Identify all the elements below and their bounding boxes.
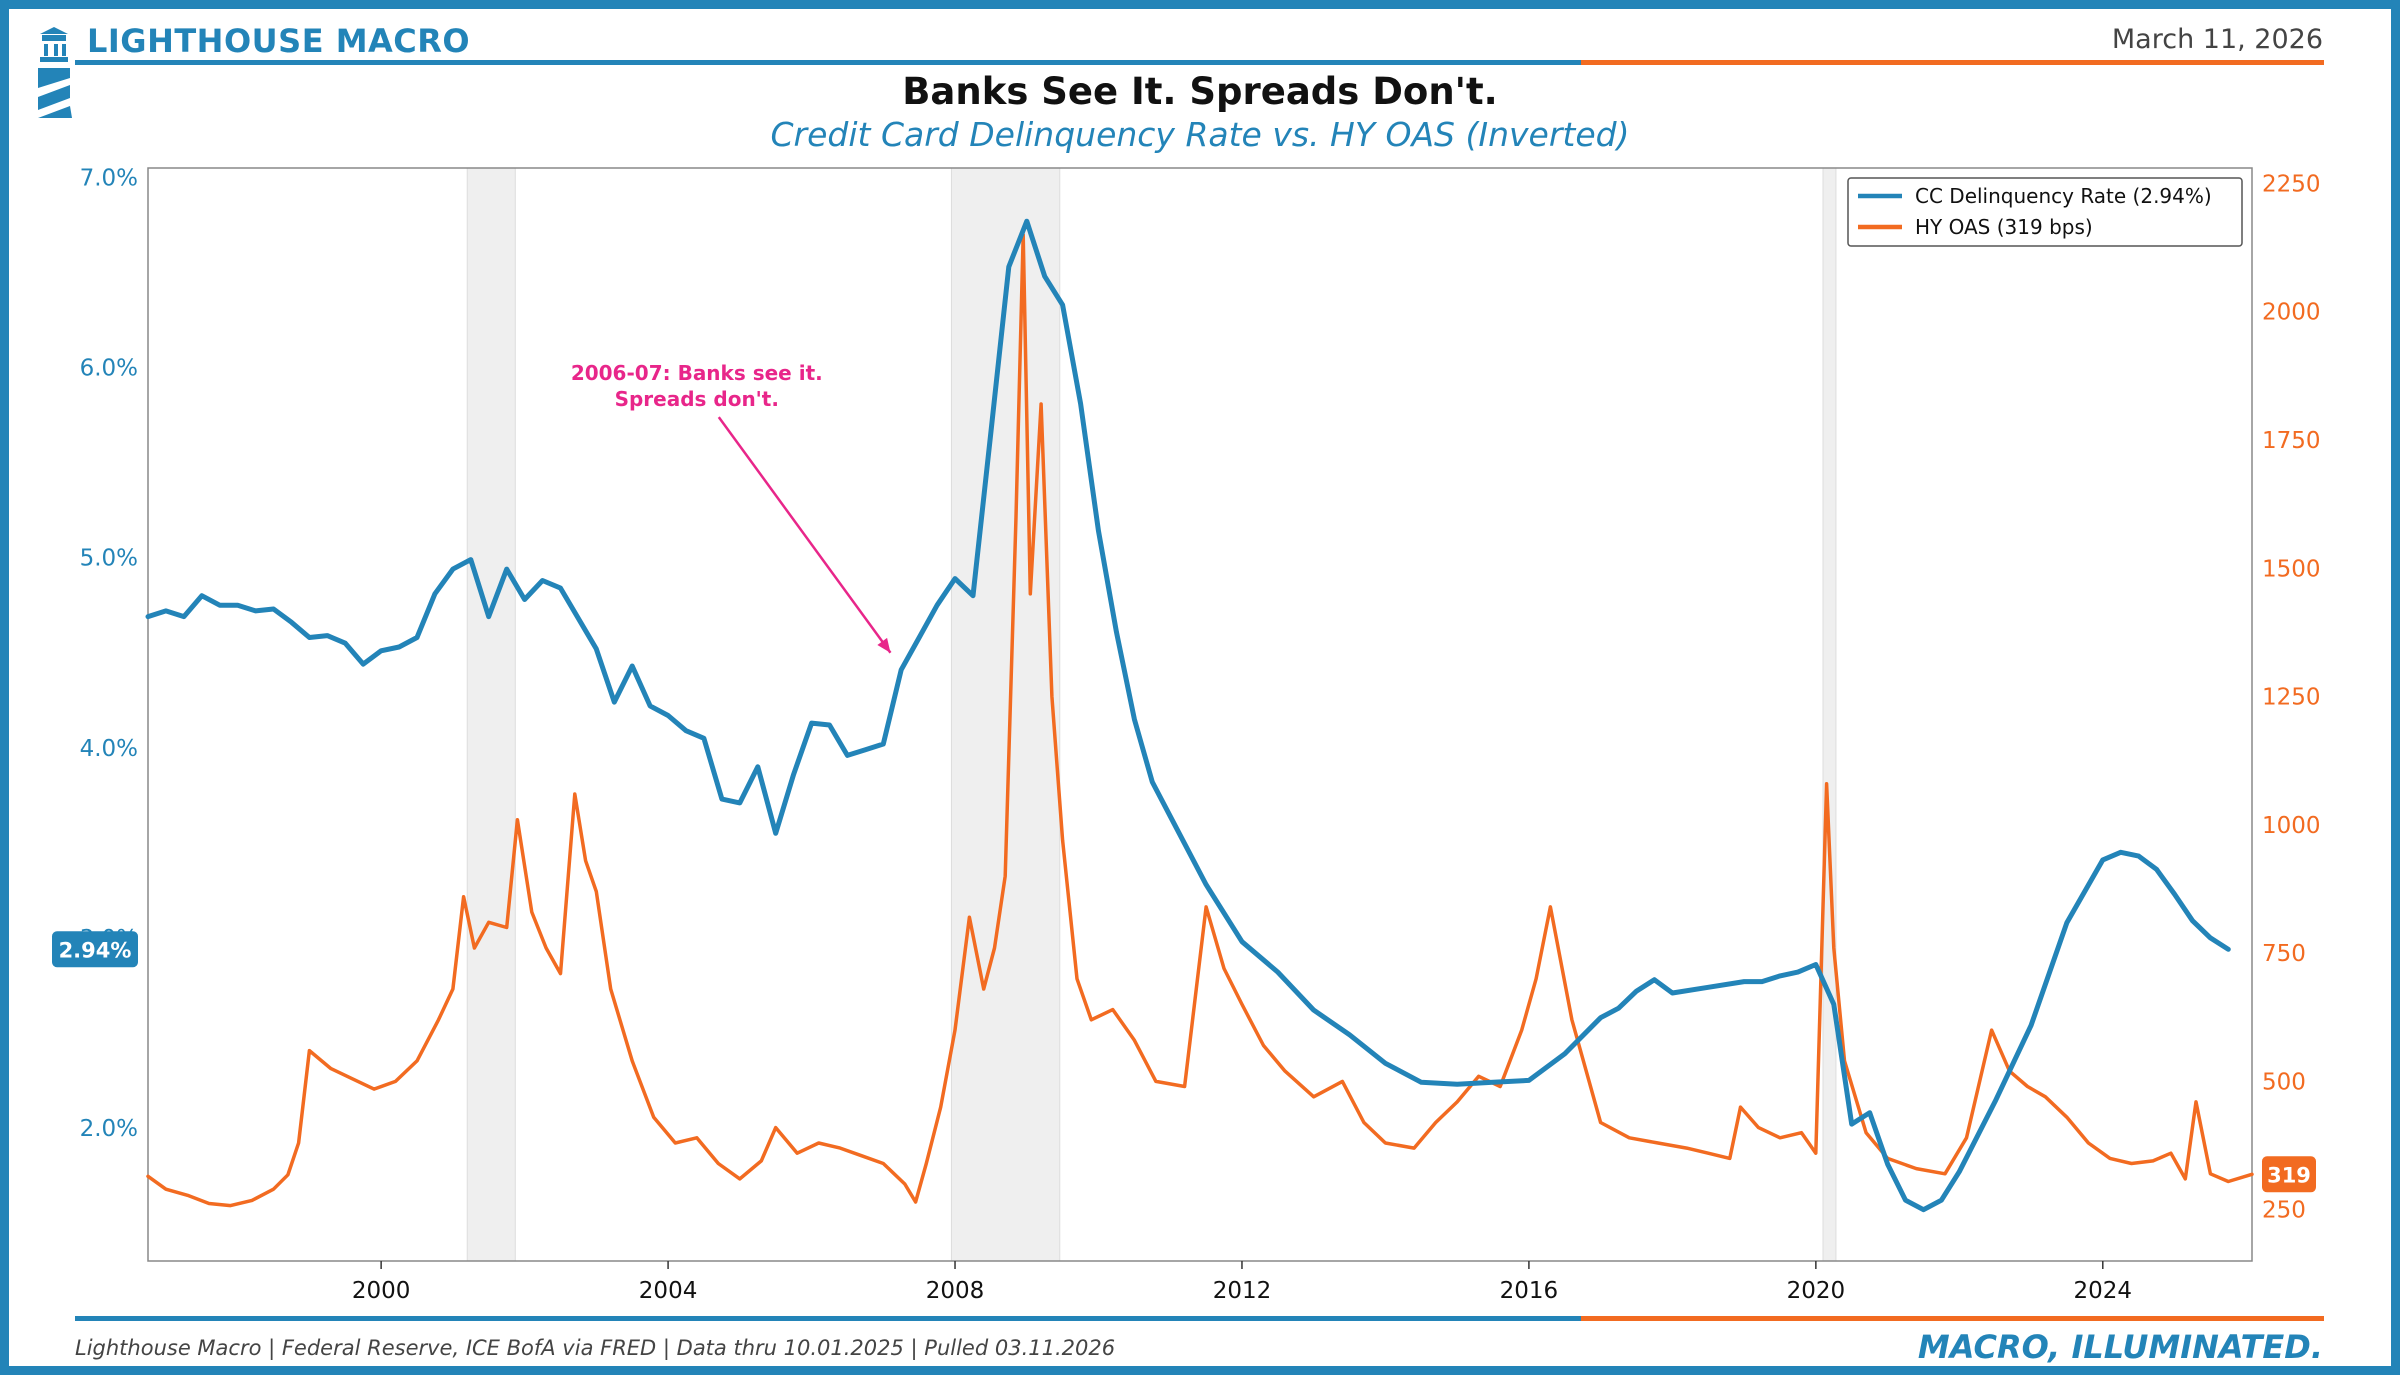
chart-title: Banks See It. Spreads Don't. (902, 70, 1498, 113)
legend-box (1847, 177, 2243, 247)
y-left-tick-label-2: 4.0% (80, 736, 138, 762)
y-right-tick-label-7: 2000 (2262, 300, 2321, 326)
x-tick-label-2024: 2024 (2074, 1278, 2133, 1304)
recession-band-2 (1822, 167, 1837, 1262)
y-left-tick-label-0: 2.0% (80, 1116, 138, 1142)
header-date: March 11, 2026 (2111, 24, 2323, 55)
latest-badge-left (52, 931, 138, 968)
latest-badge-right (2262, 1156, 2316, 1193)
legend-entry-1: HY OAS (319 bps) (1915, 215, 2093, 239)
x-tick-label-2000: 2000 (352, 1278, 411, 1304)
annotation-arrow-line (717, 416, 892, 654)
brand-name: LIGHTHOUSE MACRO (87, 22, 471, 60)
latest-badge-left-label: 2.94% (59, 938, 132, 962)
footer-rule-blue (75, 1316, 1581, 1321)
latest-badge-right-label: 319 (2267, 1163, 2311, 1187)
y-left-tick-label-4: 6.0% (80, 356, 138, 382)
recession-band-0 (466, 167, 516, 1262)
x-tick-label-2012: 2012 (1213, 1278, 1272, 1304)
annotation-arrow-head (877, 637, 891, 653)
y-right-tick-label-3: 1000 (2262, 813, 2321, 839)
x-tick-label-2004: 2004 (639, 1278, 698, 1304)
header-rule-blue (75, 60, 1581, 65)
y-right-tick-label-5: 1500 (2262, 556, 2321, 582)
recession-band-1 (950, 167, 1061, 1262)
y-right-tick-label-2: 750 (2262, 941, 2306, 967)
source-note: Lighthouse Macro | Federal Reserve, ICE … (75, 1336, 1116, 1360)
y-left-tick-label-3: 5.0% (80, 546, 138, 572)
x-tick-label-2020: 2020 (1787, 1278, 1846, 1304)
y-right-tick-label-0: 250 (2262, 1198, 2306, 1224)
chart-subtitle: Credit Card Delinquency Rate vs. HY OAS … (770, 115, 1630, 154)
y-right-tick-label-8: 2250 (2262, 171, 2321, 197)
annotation-text-line-0: 2006-07: Banks see it. (571, 361, 823, 385)
y-right-tick-label-1: 500 (2262, 1069, 2306, 1095)
x-tick-label-2008: 2008 (926, 1278, 985, 1304)
y-left-tick-label-5: 7.0% (80, 166, 138, 192)
annotation-text-line-1: Spreads don't. (615, 387, 779, 411)
header-rule-orange (1581, 60, 2324, 65)
legend-entry-0: CC Delinquency Rate (2.94%) (1915, 184, 2212, 208)
y-right-tick-label-4: 1250 (2262, 685, 2321, 711)
plot-frame (147, 167, 2253, 1262)
hy-oas-line (146, 232, 2254, 1208)
footer-rule-orange (1581, 1316, 2324, 1321)
x-tick-label-2016: 2016 (1500, 1278, 1559, 1304)
tagline: MACRO, ILLUMINATED. (1917, 1328, 2323, 1366)
y-right-tick-label-6: 1750 (2262, 428, 2321, 454)
cc-delinquency-line (145, 218, 2231, 1213)
